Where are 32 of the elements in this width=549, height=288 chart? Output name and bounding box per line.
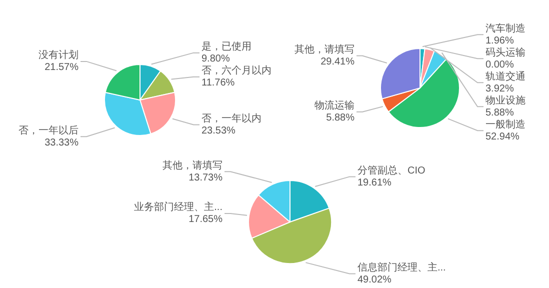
slice-label: 分管副总、CIO: [358, 164, 426, 176]
slice-label: 物业设施: [486, 94, 526, 106]
slice-label: 否，一年以后: [18, 124, 78, 136]
data-label: 9.80%: [202, 54, 230, 65]
text: 0.00%: [486, 59, 514, 70]
slice-label: 物流运输: [314, 100, 354, 112]
slice-label: 没有计划: [38, 49, 78, 62]
slice-label: 其他，请填写: [162, 159, 222, 172]
data-label: 1.96%: [486, 35, 514, 46]
data-label: 3.92%: [486, 83, 514, 94]
data-label: 5.88%: [326, 112, 355, 124]
slice-label: 否，一年以内: [202, 112, 262, 124]
data-label: 23.53%: [202, 125, 236, 136]
slice-label: 业务部门经理、主...: [134, 201, 222, 214]
category-label: 码头运输: [486, 47, 526, 58]
slice-label: 信息部门经理、主...: [358, 262, 446, 274]
data-label: 17.65%: [188, 214, 223, 226]
data-label: 49.02%: [358, 274, 392, 286]
data-label: 5.88%: [486, 107, 514, 118]
data-label: 29.41%: [320, 56, 355, 68]
slice-label: 一般制造: [486, 118, 526, 130]
data-label: 11.76%: [202, 78, 235, 89]
data-label: 13.73%: [188, 172, 223, 184]
data-label: 33.33%: [44, 137, 79, 148]
data-label: 52.94%: [486, 131, 520, 142]
slice-label: 否，六个月以内: [202, 64, 272, 77]
data-label: 19.61%: [358, 177, 392, 188]
data-label: 21.57%: [44, 62, 79, 74]
slice-label: 汽车制造: [486, 22, 526, 34]
slice-label: 其他，请填写: [294, 44, 354, 56]
slice-label: 是，已使用: [202, 42, 252, 53]
slice-label: 轨道交通: [486, 70, 526, 82]
